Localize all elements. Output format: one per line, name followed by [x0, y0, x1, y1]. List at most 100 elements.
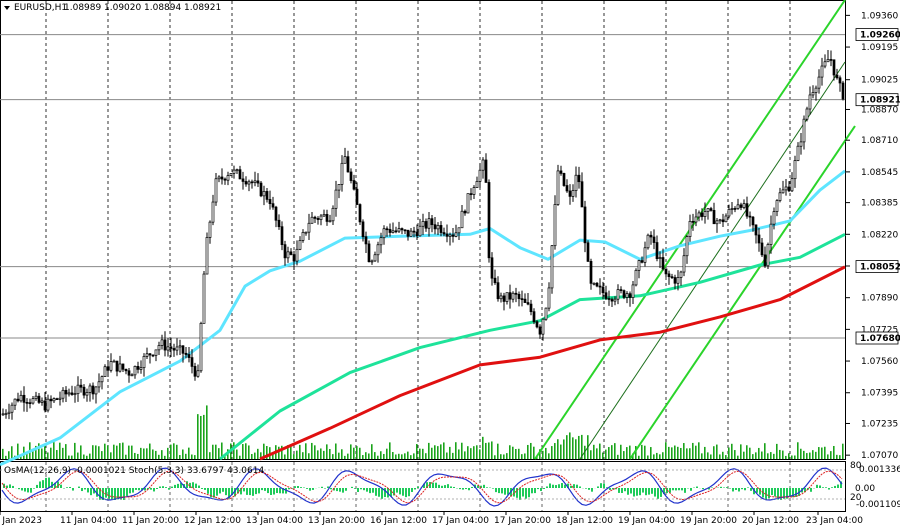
- candle-body: [745, 203, 749, 217]
- osma-bar: [186, 481, 188, 488]
- candle-body: [685, 236, 689, 257]
- volume-bar: [620, 444, 622, 459]
- candle-body: [73, 393, 77, 396]
- candle-body: [424, 221, 428, 229]
- candle-body: [370, 260, 374, 263]
- osma-bar: [357, 488, 359, 492]
- time-tick-label: 12 Jan 12:00: [184, 516, 241, 526]
- channel-lower-line[interactable]: [629, 125, 856, 460]
- osma-bar: [654, 488, 656, 497]
- volume-bar: [707, 452, 709, 459]
- osma-bar: [399, 488, 401, 495]
- candle-body: [379, 237, 383, 246]
- osma-bar: [537, 488, 539, 490]
- candle-body: [562, 173, 566, 186]
- volume-bar: [299, 444, 301, 459]
- candle-body: [517, 293, 521, 299]
- candle-body: [361, 221, 365, 238]
- volume-bar: [368, 453, 370, 459]
- volume-bar: [212, 444, 214, 459]
- volume-bar: [206, 405, 208, 459]
- volume-bar: [179, 455, 181, 459]
- osma-bar: [165, 487, 167, 488]
- volume-bar: [767, 453, 769, 459]
- volume-bar: [494, 455, 496, 459]
- channel-mid-line[interactable]: [579, 61, 846, 460]
- candle-body: [148, 353, 152, 356]
- osma-bar: [105, 488, 107, 498]
- osma-bar: [201, 488, 203, 489]
- osma-bar: [120, 488, 122, 500]
- osma-bar: [135, 488, 137, 490]
- osma-bar: [204, 488, 206, 490]
- candle-body: [259, 182, 263, 197]
- candle-body: [481, 159, 485, 171]
- candle-body: [829, 59, 833, 61]
- time-axis[interactable]: 10 Jan 2023 11 Jan 04:00 11 Jan 20:00 12 Ja…: [0, 511, 863, 526]
- osma-bar: [483, 484, 485, 488]
- volume-bar: [614, 443, 616, 459]
- osma-bar: [528, 488, 530, 498]
- osma-bar: [174, 484, 176, 488]
- candle-body: [721, 219, 725, 223]
- volume-bar: [416, 444, 418, 459]
- osma-bar: [162, 486, 164, 488]
- candle-body: [352, 180, 356, 190]
- volume-bar: [350, 444, 352, 459]
- candle-body: [337, 184, 341, 191]
- osma-bar: [546, 486, 548, 488]
- candle-body: [478, 169, 482, 182]
- candle-body: [706, 208, 710, 212]
- volume-bar: [623, 451, 625, 459]
- candle-body: [40, 400, 44, 403]
- volume-bar: [662, 452, 664, 459]
- volume-bar: [563, 439, 565, 459]
- candle-body: [82, 386, 86, 396]
- volume-bar: [107, 445, 109, 459]
- candle-body: [172, 348, 176, 351]
- volume-bar: [161, 450, 163, 459]
- candle-body: [373, 254, 377, 262]
- time-tick-label: 17 Jan 04:00: [432, 516, 489, 526]
- price-tick-label: 1.08220: [861, 230, 898, 240]
- candle-body: [100, 376, 104, 383]
- candle-body: [694, 216, 698, 223]
- osma-bar: [237, 488, 239, 494]
- osma-bar: [501, 488, 503, 494]
- osma-bar: [51, 481, 53, 488]
- osma-bar: [711, 487, 713, 488]
- candle-body: [28, 402, 32, 405]
- volume-bar: [785, 455, 787, 459]
- candle-body: [766, 244, 770, 267]
- osma-bar: [66, 487, 68, 488]
- osma-bar: [591, 488, 593, 492]
- candle-body: [52, 398, 56, 402]
- volume-bar: [449, 446, 451, 459]
- candle-body: [466, 193, 470, 214]
- osma-bar: [189, 482, 191, 488]
- volume-bar: [506, 453, 508, 459]
- candle-body: [280, 226, 284, 245]
- osma-bar: [423, 483, 425, 488]
- osma-bar: [324, 488, 326, 489]
- volume-bar: [674, 445, 676, 459]
- osma-bar: [90, 488, 92, 496]
- volume-bar: [788, 453, 790, 459]
- volume-bar: [836, 454, 838, 459]
- osma-bar: [666, 488, 668, 494]
- time-tick-label: 23 Jan 04:00: [806, 516, 863, 526]
- stoch-signal-line: [1, 470, 843, 504]
- volume-bar: [323, 450, 325, 459]
- candle-body: [568, 190, 572, 197]
- volume-bar: [74, 442, 76, 459]
- candle-body: [682, 255, 686, 273]
- osma-bar: [417, 486, 419, 488]
- volume-bar: [302, 452, 304, 459]
- osma-bar: [498, 488, 500, 494]
- price-axis[interactable]: 1.09360 1.09195 1.09025 1.08870 1.08710 1.085…: [845, 11, 900, 461]
- dropdown-triangle-icon[interactable]: [4, 6, 10, 10]
- candle-body: [397, 228, 401, 232]
- osma-bar: [33, 488, 35, 489]
- candle-body: [838, 77, 842, 84]
